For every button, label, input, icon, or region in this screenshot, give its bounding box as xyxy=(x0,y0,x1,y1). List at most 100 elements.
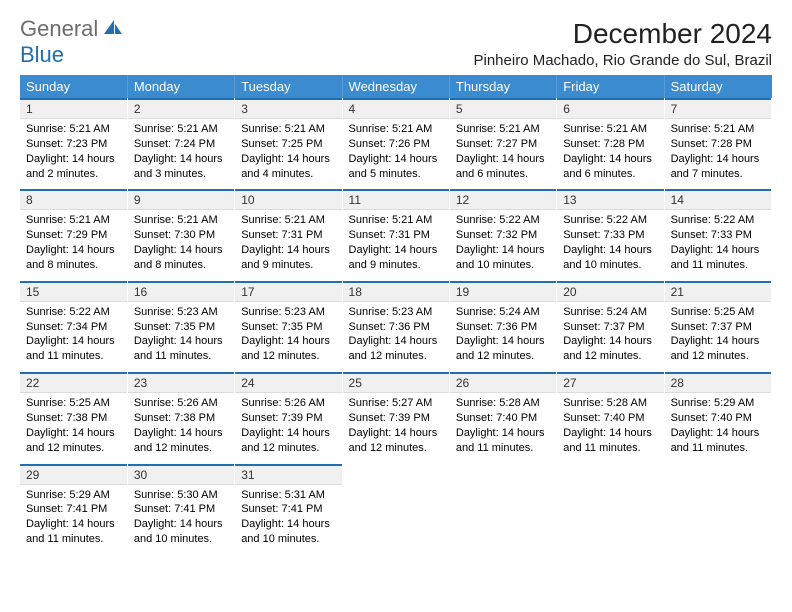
daylight-line: Daylight: 14 hours and 12 minutes. xyxy=(241,334,335,364)
sunset-line: Sunset: 7:40 PM xyxy=(563,411,657,426)
calendar-cell: 24Sunrise: 5:26 AMSunset: 7:39 PMDayligh… xyxy=(235,372,342,463)
sunrise-line: Sunrise: 5:22 AM xyxy=(563,213,657,228)
sunset-line: Sunset: 7:40 PM xyxy=(456,411,550,426)
daylight-line: Daylight: 14 hours and 8 minutes. xyxy=(134,243,228,273)
day-detail: Sunrise: 5:25 AMSunset: 7:38 PMDaylight:… xyxy=(20,393,127,463)
day-detail: Sunrise: 5:27 AMSunset: 7:39 PMDaylight:… xyxy=(343,393,449,463)
daylight-line: Daylight: 14 hours and 12 minutes. xyxy=(26,426,121,456)
day-number: 19 xyxy=(450,281,556,302)
daylight-line: Daylight: 14 hours and 11 minutes. xyxy=(134,334,228,364)
calendar-row: 8Sunrise: 5:21 AMSunset: 7:29 PMDaylight… xyxy=(20,189,772,280)
sunrise-line: Sunrise: 5:23 AM xyxy=(241,305,335,320)
calendar-cell: 11Sunrise: 5:21 AMSunset: 7:31 PMDayligh… xyxy=(342,189,449,280)
daylight-line: Daylight: 14 hours and 11 minutes. xyxy=(26,334,121,364)
day-number: 11 xyxy=(343,189,449,210)
sunset-line: Sunset: 7:39 PM xyxy=(349,411,443,426)
daylight-line: Daylight: 14 hours and 4 minutes. xyxy=(241,152,335,182)
sunrise-line: Sunrise: 5:28 AM xyxy=(456,396,550,411)
daylight-line: Daylight: 14 hours and 11 minutes. xyxy=(671,243,765,273)
daylight-line: Daylight: 14 hours and 5 minutes. xyxy=(349,152,443,182)
sunset-line: Sunset: 7:31 PM xyxy=(241,228,335,243)
daylight-line: Daylight: 14 hours and 6 minutes. xyxy=(456,152,550,182)
calendar-cell: 13Sunrise: 5:22 AMSunset: 7:33 PMDayligh… xyxy=(557,189,664,280)
day-number: 9 xyxy=(128,189,234,210)
title-block: December 2024 Pinheiro Machado, Rio Gran… xyxy=(474,18,773,69)
sunrise-line: Sunrise: 5:26 AM xyxy=(134,396,228,411)
calendar-cell: 1Sunrise: 5:21 AMSunset: 7:23 PMDaylight… xyxy=(20,98,127,189)
sunrise-line: Sunrise: 5:26 AM xyxy=(241,396,335,411)
calendar-cell: 16Sunrise: 5:23 AMSunset: 7:35 PMDayligh… xyxy=(127,281,234,372)
sunrise-line: Sunrise: 5:31 AM xyxy=(241,488,335,503)
sunset-line: Sunset: 7:29 PM xyxy=(26,228,121,243)
calendar-cell: 14Sunrise: 5:22 AMSunset: 7:33 PMDayligh… xyxy=(664,189,771,280)
sunset-line: Sunset: 7:36 PM xyxy=(456,320,550,335)
day-number: 16 xyxy=(128,281,234,302)
day-detail: Sunrise: 5:28 AMSunset: 7:40 PMDaylight:… xyxy=(450,393,556,463)
daylight-line: Daylight: 14 hours and 10 minutes. xyxy=(456,243,550,273)
daylight-line: Daylight: 14 hours and 8 minutes. xyxy=(26,243,121,273)
day-detail: Sunrise: 5:31 AMSunset: 7:41 PMDaylight:… xyxy=(235,485,341,555)
daylight-line: Daylight: 14 hours and 12 minutes. xyxy=(456,334,550,364)
day-detail: Sunrise: 5:23 AMSunset: 7:35 PMDaylight:… xyxy=(128,302,234,372)
daylight-line: Daylight: 14 hours and 12 minutes. xyxy=(134,426,228,456)
calendar-cell: 2Sunrise: 5:21 AMSunset: 7:24 PMDaylight… xyxy=(127,98,234,189)
day-number: 20 xyxy=(557,281,663,302)
sunrise-line: Sunrise: 5:21 AM xyxy=(349,213,443,228)
calendar-row: 29Sunrise: 5:29 AMSunset: 7:41 PMDayligh… xyxy=(20,464,772,555)
day-detail: Sunrise: 5:21 AMSunset: 7:24 PMDaylight:… xyxy=(128,119,234,189)
calendar-cell: 31Sunrise: 5:31 AMSunset: 7:41 PMDayligh… xyxy=(235,464,342,555)
day-detail: Sunrise: 5:21 AMSunset: 7:28 PMDaylight:… xyxy=(665,119,771,189)
daylight-line: Daylight: 14 hours and 9 minutes. xyxy=(241,243,335,273)
calendar-page: General December 2024 Pinheiro Machado, … xyxy=(0,0,792,612)
calendar-cell xyxy=(342,464,449,555)
daylight-line: Daylight: 14 hours and 7 minutes. xyxy=(671,152,765,182)
sunrise-line: Sunrise: 5:21 AM xyxy=(26,213,121,228)
brand-logo: General xyxy=(20,18,126,40)
calendar-header-row: SundayMondayTuesdayWednesdayThursdayFrid… xyxy=(20,75,772,98)
sunset-line: Sunset: 7:38 PM xyxy=(26,411,121,426)
calendar-cell: 19Sunrise: 5:24 AMSunset: 7:36 PMDayligh… xyxy=(449,281,556,372)
day-detail: Sunrise: 5:21 AMSunset: 7:26 PMDaylight:… xyxy=(343,119,449,189)
calendar-cell: 22Sunrise: 5:25 AMSunset: 7:38 PMDayligh… xyxy=(20,372,127,463)
day-detail: Sunrise: 5:21 AMSunset: 7:29 PMDaylight:… xyxy=(20,210,127,280)
sunrise-line: Sunrise: 5:21 AM xyxy=(241,213,335,228)
day-number: 10 xyxy=(235,189,341,210)
sunset-line: Sunset: 7:27 PM xyxy=(456,137,550,152)
sunset-line: Sunset: 7:28 PM xyxy=(671,137,765,152)
calendar-row: 15Sunrise: 5:22 AMSunset: 7:34 PMDayligh… xyxy=(20,281,772,372)
brand-part2: Blue xyxy=(20,42,64,68)
daylight-line: Daylight: 14 hours and 12 minutes. xyxy=(241,426,335,456)
day-number: 30 xyxy=(128,464,234,485)
sunrise-line: Sunrise: 5:21 AM xyxy=(241,122,335,137)
day-number-empty xyxy=(665,464,771,484)
sunrise-line: Sunrise: 5:27 AM xyxy=(349,396,443,411)
sunset-line: Sunset: 7:41 PM xyxy=(241,502,335,517)
day-number: 24 xyxy=(235,372,341,393)
page-title: December 2024 xyxy=(474,18,773,50)
day-detail: Sunrise: 5:21 AMSunset: 7:25 PMDaylight:… xyxy=(235,119,341,189)
sunrise-line: Sunrise: 5:23 AM xyxy=(349,305,443,320)
day-number: 18 xyxy=(343,281,449,302)
sunset-line: Sunset: 7:34 PM xyxy=(26,320,121,335)
daylight-line: Daylight: 14 hours and 12 minutes. xyxy=(349,334,443,364)
day-detail: Sunrise: 5:26 AMSunset: 7:39 PMDaylight:… xyxy=(235,393,341,463)
daylight-line: Daylight: 14 hours and 12 minutes. xyxy=(671,334,765,364)
calendar-body: 1Sunrise: 5:21 AMSunset: 7:23 PMDaylight… xyxy=(20,98,772,555)
day-number: 8 xyxy=(20,189,127,210)
day-number: 21 xyxy=(665,281,771,302)
calendar-row: 22Sunrise: 5:25 AMSunset: 7:38 PMDayligh… xyxy=(20,372,772,463)
day-detail: Sunrise: 5:22 AMSunset: 7:34 PMDaylight:… xyxy=(20,302,127,372)
calendar-cell: 12Sunrise: 5:22 AMSunset: 7:32 PMDayligh… xyxy=(449,189,556,280)
sunrise-line: Sunrise: 5:21 AM xyxy=(671,122,765,137)
day-number: 28 xyxy=(665,372,771,393)
sunset-line: Sunset: 7:25 PM xyxy=(241,137,335,152)
sunset-line: Sunset: 7:26 PM xyxy=(349,137,443,152)
weekday-header: Thursday xyxy=(449,75,556,98)
day-detail: Sunrise: 5:29 AMSunset: 7:41 PMDaylight:… xyxy=(20,485,127,555)
sunset-line: Sunset: 7:33 PM xyxy=(563,228,657,243)
daylight-line: Daylight: 14 hours and 2 minutes. xyxy=(26,152,121,182)
weekday-header: Friday xyxy=(557,75,664,98)
calendar-cell: 30Sunrise: 5:30 AMSunset: 7:41 PMDayligh… xyxy=(127,464,234,555)
day-number: 14 xyxy=(665,189,771,210)
daylight-line: Daylight: 14 hours and 11 minutes. xyxy=(671,426,765,456)
